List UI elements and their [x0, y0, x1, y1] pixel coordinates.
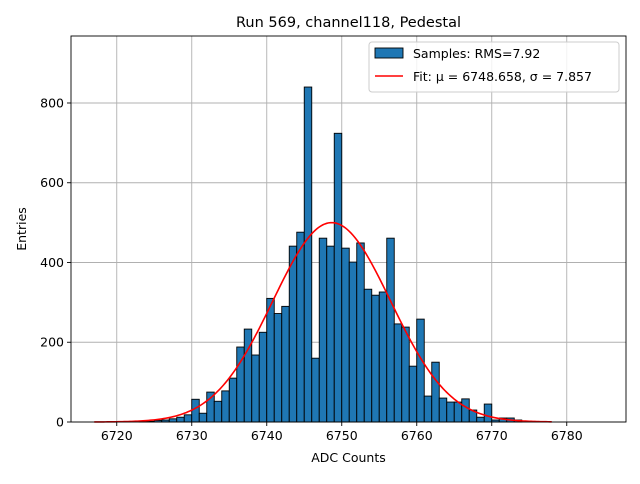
y-tick-label: 600: [40, 175, 64, 190]
histogram-bar: [484, 404, 492, 422]
histogram-bar: [417, 319, 425, 422]
y-axis-ticks: 0 200 400 600 800: [40, 95, 71, 429]
histogram-bar: [432, 362, 440, 422]
histogram-bar: [184, 415, 192, 422]
histogram-bar: [342, 248, 350, 422]
legend-histogram-swatch: [375, 48, 403, 58]
x-axis-label: ADC Counts: [311, 450, 386, 465]
histogram-bar: [289, 246, 297, 422]
x-tick-label: 6730: [176, 428, 208, 443]
histogram-bar: [439, 398, 447, 422]
histogram-bar: [177, 417, 185, 422]
histogram-bar: [349, 262, 357, 422]
legend: Samples: RMS=7.92 Fit: μ = 6748.658, σ =…: [369, 42, 619, 92]
histogram-bar: [259, 332, 267, 422]
histogram-bar: [192, 399, 200, 422]
histogram-bar: [199, 413, 207, 422]
histogram-bar: [334, 133, 342, 422]
histogram-bar: [229, 378, 237, 422]
x-tick-label: 6780: [551, 428, 583, 443]
x-tick-label: 6740: [251, 428, 283, 443]
histogram-bar: [357, 243, 365, 422]
y-tick-label: 0: [56, 415, 64, 430]
histogram-bar: [214, 401, 222, 422]
x-tick-label: 6770: [476, 428, 508, 443]
y-axis-label: Entries: [14, 207, 29, 251]
histogram-bar: [274, 314, 282, 422]
y-tick-label: 400: [40, 255, 64, 270]
histogram-bar: [297, 232, 305, 422]
histogram-bar: [424, 396, 432, 422]
histogram-bar: [454, 402, 462, 422]
y-tick-label: 200: [40, 335, 64, 350]
histogram-bar: [387, 238, 395, 422]
y-tick-label: 800: [40, 95, 64, 110]
histogram-bar: [477, 417, 485, 422]
chart-title: Run 569, channel118, Pedestal: [236, 15, 461, 31]
x-tick-label: 6720: [101, 428, 133, 443]
histogram-bar: [222, 391, 230, 422]
legend-histogram-label: Samples: RMS=7.92: [413, 46, 540, 61]
histogram-bar: [379, 292, 387, 422]
histogram-bar: [252, 355, 260, 422]
histogram-bar: [267, 298, 275, 422]
histogram-bar: [372, 295, 380, 422]
histogram-bar: [327, 246, 335, 422]
x-tick-label: 6750: [326, 428, 358, 443]
histogram-bar: [364, 289, 372, 422]
histogram-bar: [169, 419, 177, 422]
histogram-bar: [447, 402, 455, 422]
x-tick-label: 6760: [401, 428, 433, 443]
x-axis-ticks: 6720 6730 6740 6750 6760 6770 6780: [101, 422, 583, 443]
histogram-bar: [319, 238, 327, 422]
histogram-bar: [462, 399, 470, 422]
histogram-bar: [402, 327, 410, 422]
histogram-bar: [312, 358, 320, 422]
histogram-bar: [304, 87, 312, 422]
histogram-bar: [282, 306, 290, 422]
histogram-bar: [409, 366, 417, 422]
histogram-bar: [394, 324, 402, 422]
histogram-bars: [139, 87, 522, 422]
legend-fit-label: Fit: μ = 6748.658, σ = 7.857: [413, 69, 592, 84]
